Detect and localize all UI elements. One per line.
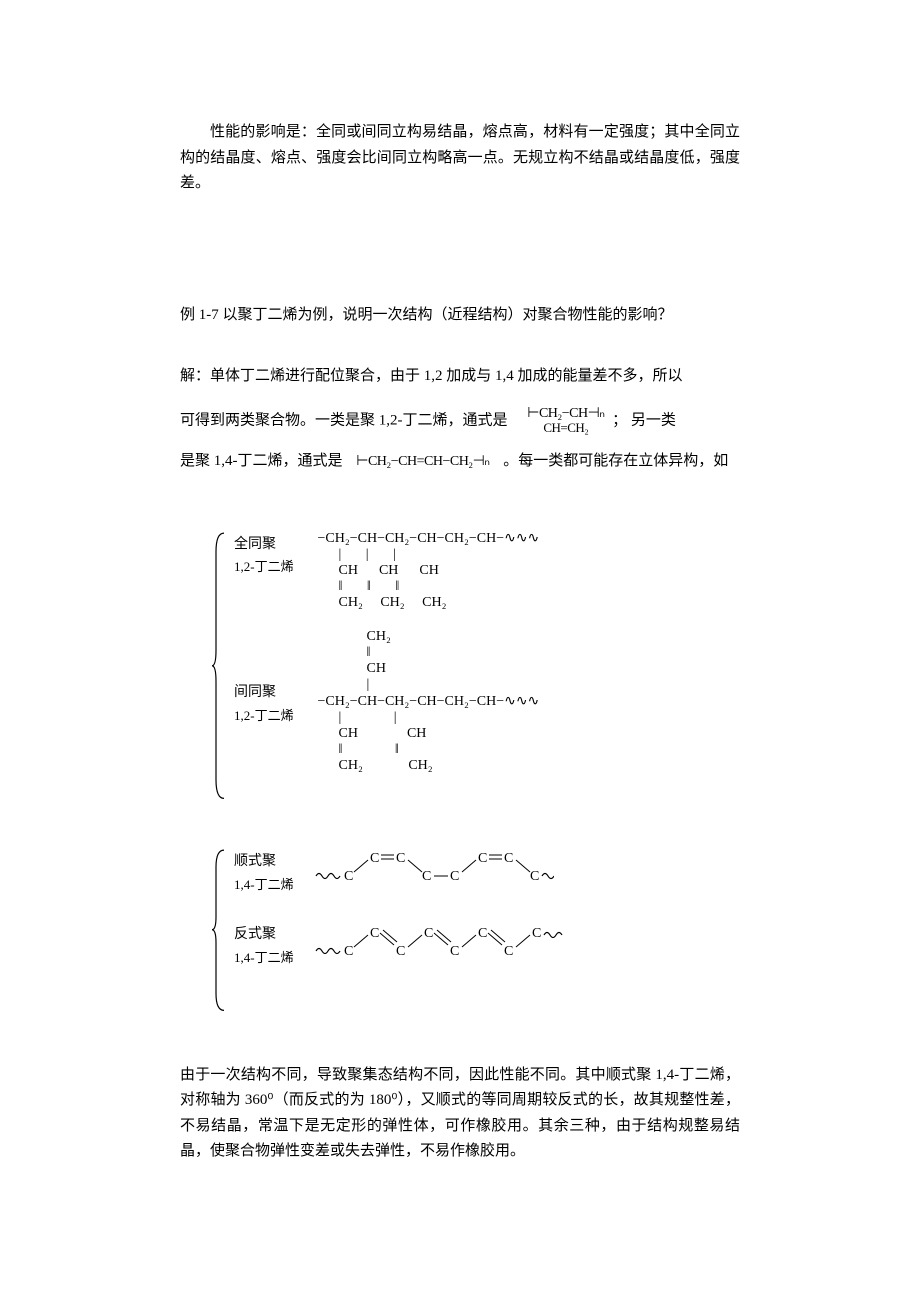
- label-l2: 1,4-丁二烯: [234, 874, 314, 896]
- chem-row: CH₂ CH₂ CH₂: [314, 595, 539, 611]
- formula-12-polybutadiene: ⊢CH₂−CH⊣ₙ CH=CH₂: [523, 406, 608, 436]
- chem-row: CH: [314, 661, 539, 677]
- chem-row: −CH₂−CH−CH₂−CH−CH₂−CH−∿∿∿: [314, 531, 539, 547]
- chem-row: CH CH: [314, 726, 539, 742]
- syndiotactic-12-chem: CH₂ ‖ CH | −CH₂−CH−CH₂−CH−CH₂−CH−∿∿∿ | |…: [314, 629, 539, 774]
- formula-12-bot: CH=CH₂: [527, 421, 604, 435]
- cis-14-structure: 顺式聚 1,4-丁二烯 C C C C: [234, 848, 574, 896]
- chem-row: ‖ ‖: [314, 742, 539, 758]
- answer-line-3a: 是聚 1,4-丁二烯，通式是: [180, 453, 343, 469]
- example-heading: 例 1-7 以聚丁二烯为例，说明一次结构（近程结构）对聚合物性能的影响？: [180, 303, 740, 329]
- svg-text:C: C: [504, 944, 513, 959]
- left-brace-icon: [210, 848, 228, 1013]
- svg-text:C: C: [450, 869, 459, 884]
- chem-row: CH CH CH: [314, 563, 539, 579]
- answer-line-2a: 可得到两类聚合物。一类是聚 1,2-丁二烯，通式是: [180, 412, 508, 428]
- svg-text:C: C: [424, 926, 433, 941]
- formula-14-polybutadiene: ⊢CH₂−CH=CH−CH₂⊣ₙ: [352, 454, 493, 469]
- brace-block-12-butadiene: 全同聚 1,2-丁二烯 −CH₂−CH−CH₂−CH−CH₂−CH−∿∿∿ | …: [210, 531, 740, 801]
- cis-14-chem: C C C C C C C: [314, 848, 554, 896]
- formula-12-top: ⊢CH₂−CH⊣ₙ: [527, 406, 604, 421]
- svg-text:C: C: [530, 869, 539, 884]
- left-brace-icon: [210, 531, 228, 801]
- chem-row: | |: [314, 710, 539, 726]
- svg-text:C: C: [504, 851, 513, 866]
- svg-text:C: C: [532, 926, 541, 941]
- trans-14-structure: 反式聚 1,4-丁二烯 C C C C: [234, 921, 574, 969]
- chem-row: | | |: [314, 547, 539, 563]
- label-l2: 1,4-丁二烯: [234, 947, 314, 969]
- answer-line-3b: 。每一类都可能存在立体异构，如: [503, 453, 728, 469]
- paragraph-intro: 性能的影响是：全同或间同立构易结晶，熔点高，材料有一定强度；其中全同立构的结晶度…: [180, 120, 740, 197]
- chem-row: CH₂ CH₂: [314, 758, 539, 774]
- svg-text:C: C: [370, 851, 379, 866]
- answer-line-3: 是聚 1,4-丁二烯，通式是 ⊢CH₂−CH=CH−CH₂⊣ₙ 。每一类都可能存…: [180, 449, 740, 475]
- isotactic-12-structure: 全同聚 1,2-丁二烯 −CH₂−CH−CH₂−CH−CH₂−CH−∿∿∿ | …: [234, 531, 539, 611]
- svg-text:C: C: [370, 926, 379, 941]
- cis-14-label: 顺式聚 1,4-丁二烯: [234, 848, 314, 896]
- svg-text:C: C: [344, 869, 353, 884]
- chem-row: |: [314, 677, 539, 693]
- isotactic-12-chem: −CH₂−CH−CH₂−CH−CH₂−CH−∿∿∿ | | | CH CH CH…: [314, 531, 539, 611]
- svg-text:C: C: [396, 851, 405, 866]
- trans-14-chem: C C C C C C: [314, 923, 574, 967]
- label-l1: 间同聚: [234, 681, 314, 705]
- trans-14-label: 反式聚 1,4-丁二烯: [234, 921, 314, 969]
- cis-chain-icon: C C C C C C C: [314, 848, 554, 896]
- label-l1: 全同聚: [234, 533, 314, 557]
- conclusion-paragraph: 由于一次结构不同，导致聚集态结构不同，因此性能不同。其中顺式聚 1,4-丁二烯，…: [180, 1063, 740, 1165]
- label-l2: 1,2-丁二烯: [234, 705, 314, 727]
- label-l1: 反式聚: [234, 923, 314, 947]
- trans-chain-icon: C C C C C C: [314, 923, 574, 967]
- answer-line-2b: ； 另一类: [612, 412, 676, 428]
- brace-block-14-butadiene: 顺式聚 1,4-丁二烯 C C C C: [210, 848, 740, 1013]
- label-l1: 顺式聚: [234, 850, 314, 874]
- svg-text:C: C: [396, 944, 405, 959]
- syndiotactic-12-structure: 间同聚 1,2-丁二烯 CH₂ ‖ CH | −CH₂−CH−CH₂−CH−CH…: [234, 629, 539, 774]
- isotactic-12-label: 全同聚 1,2-丁二烯: [234, 531, 314, 579]
- chem-row: ‖: [314, 645, 539, 661]
- answer-line-1: 解：单体丁二烯进行配位聚合，由于 1,2 加成与 1,4 加成的能量差不多，所以: [180, 364, 740, 390]
- chem-row: −CH₂−CH−CH₂−CH−CH₂−CH−∿∿∿: [314, 694, 539, 710]
- svg-text:C: C: [478, 851, 487, 866]
- svg-text:C: C: [344, 944, 353, 959]
- label-l2: 1,2-丁二烯: [234, 556, 314, 578]
- svg-text:C: C: [422, 869, 431, 884]
- answer-line-2: 可得到两类聚合物。一类是聚 1,2-丁二烯，通式是 ⊢CH₂−CH⊣ₙ CH=C…: [180, 406, 740, 436]
- svg-text:C: C: [478, 926, 487, 941]
- chem-row: ‖ ‖ ‖: [314, 579, 539, 595]
- syndiotactic-12-label: 间同聚 1,2-丁二烯: [234, 629, 314, 727]
- chem-row: CH₂: [314, 629, 539, 645]
- svg-text:C: C: [450, 944, 459, 959]
